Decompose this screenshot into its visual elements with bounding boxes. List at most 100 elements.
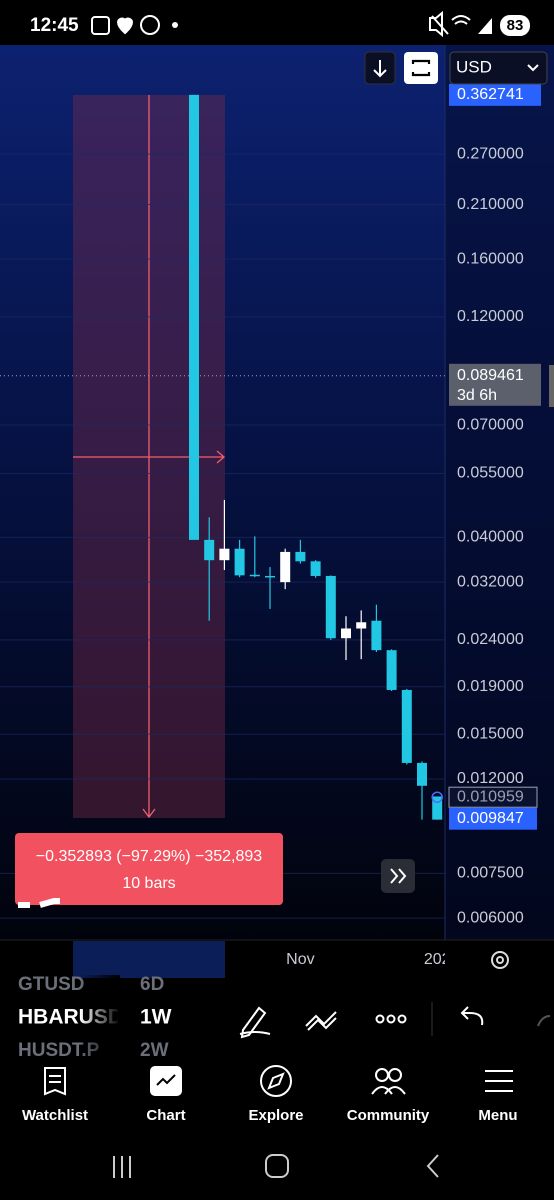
- candle-body: [249, 574, 260, 577]
- y-tick-label: 0.160000: [457, 250, 524, 267]
- explore-needle: [267, 1072, 285, 1090]
- candle-body: [325, 575, 336, 639]
- close-price-label: 0.009847: [457, 810, 524, 827]
- crosshair-price-label: 0.010959: [457, 788, 524, 805]
- y-tick-label: 0.007500: [457, 865, 524, 882]
- settings-gear-center: [496, 956, 504, 964]
- countdown-label: 3d 6h: [457, 387, 497, 404]
- home-button[interactable]: [265, 1154, 289, 1178]
- scroll-icon: [390, 868, 407, 884]
- pencil-tool[interactable]: [239, 1006, 271, 1039]
- nav-bar: [0, 1060, 554, 1200]
- measure-vertical-arrow: [142, 95, 156, 819]
- nav-label[interactable]: Chart: [146, 1107, 185, 1124]
- switch-icon: [411, 59, 431, 77]
- download-icon: [373, 60, 387, 78]
- close-price-box: [449, 807, 537, 830]
- symbol-fade: [80, 975, 120, 1065]
- back-button[interactable]: [426, 1154, 439, 1178]
- y-tick-label: 0.032000: [457, 573, 524, 590]
- candle-body: [280, 551, 291, 583]
- select-chevron: [527, 64, 539, 72]
- candle-body: [341, 628, 351, 639]
- nav-label[interactable]: Menu: [478, 1107, 517, 1124]
- candle-body: [265, 575, 275, 578]
- candle-body: [189, 94, 199, 540]
- undo-button[interactable]: [460, 1006, 484, 1026]
- battery-level: 83: [507, 17, 524, 34]
- explore-icon: [260, 1065, 292, 1097]
- chart-icon: [156, 1074, 176, 1086]
- trendline-tool[interactable]: [305, 1011, 337, 1031]
- nav-label[interactable]: Community: [347, 1107, 430, 1124]
- settings-gear[interactable]: [491, 951, 509, 969]
- measure-box: [15, 833, 283, 905]
- measure-range-highlight: [73, 941, 225, 978]
- candle-body: [386, 650, 397, 690]
- status-icons: [91, 10, 492, 38]
- recents-button[interactable]: [113, 1156, 131, 1178]
- y-tick-label: 0.120000: [457, 308, 524, 325]
- candle-body: [219, 548, 230, 561]
- candle-body: [371, 620, 382, 651]
- watchlist-icon: [44, 1067, 66, 1096]
- high-price-box: [449, 83, 541, 106]
- switch-button[interactable]: [404, 52, 438, 84]
- plot: [0, 94, 445, 919]
- redo-button[interactable]: [537, 1015, 551, 1027]
- wifi-icon: [451, 15, 471, 25]
- candle-body: [356, 622, 367, 629]
- nav-label[interactable]: Explore: [248, 1107, 303, 1124]
- candle-body: [310, 561, 321, 576]
- y-tick-label: 0.210000: [457, 196, 524, 213]
- y-tick-label: 0.055000: [457, 465, 524, 482]
- watchlist-interval: 6D: [140, 974, 164, 995]
- candle-body: [234, 548, 245, 576]
- y-tick-label: 0.070000: [457, 416, 524, 433]
- y-tick-label: 0.270000: [457, 145, 524, 162]
- heart-icon: [116, 17, 134, 35]
- measure-bars: 10 bars: [122, 875, 175, 892]
- measure-label: −0.352893 (−97.29%) −352,893: [36, 848, 263, 865]
- crosshair-marker: [431, 791, 443, 803]
- candle-body: [204, 539, 215, 561]
- status-time: 12:45: [30, 15, 79, 36]
- screenshot-icon: [91, 16, 110, 35]
- scroll-handle: [549, 365, 554, 407]
- y-tick-label: 0.012000: [457, 770, 524, 787]
- status-bar: [0, 0, 554, 45]
- dot-icon: [172, 22, 178, 28]
- community-icon-c: [371, 1086, 406, 1095]
- candle-body: [401, 689, 412, 763]
- app-icon: [140, 15, 160, 35]
- watchlist-interval: 2W: [140, 1040, 169, 1061]
- logo-partial: [18, 898, 60, 908]
- y-tick-label: 0.024000: [457, 631, 524, 648]
- watchlist-interval: 1W: [140, 1006, 172, 1029]
- battery: [500, 15, 530, 36]
- candle-body: [417, 762, 427, 786]
- community-icon-b: [388, 1068, 402, 1082]
- currency-label: USD: [456, 57, 492, 76]
- currency-select[interactable]: [449, 51, 548, 85]
- x-tick-label: Nov: [286, 951, 314, 968]
- y-tick-label: 0.040000: [457, 529, 524, 546]
- candle-body: [295, 551, 306, 562]
- nav-labels: Watchlist Chart Explore Community Menu: [22, 1107, 518, 1124]
- y-tick-label: 0.015000: [457, 725, 524, 742]
- y-tick-label: 0.019000: [457, 678, 524, 695]
- axis-corner: [445, 941, 554, 978]
- menu-icon: [485, 1070, 513, 1092]
- watchlist-symbol: HUSDT.P: [18, 1040, 100, 1061]
- last-price-label: 0.089461: [457, 367, 524, 384]
- last-price-box: [449, 363, 541, 406]
- crosshair-price-box: [448, 786, 538, 808]
- nav-label[interactable]: Watchlist: [22, 1107, 88, 1124]
- candle-body: [432, 796, 443, 820]
- nav-icons: [44, 1065, 513, 1097]
- more-tools[interactable]: [375, 1014, 407, 1024]
- mute-icon: [429, 10, 449, 38]
